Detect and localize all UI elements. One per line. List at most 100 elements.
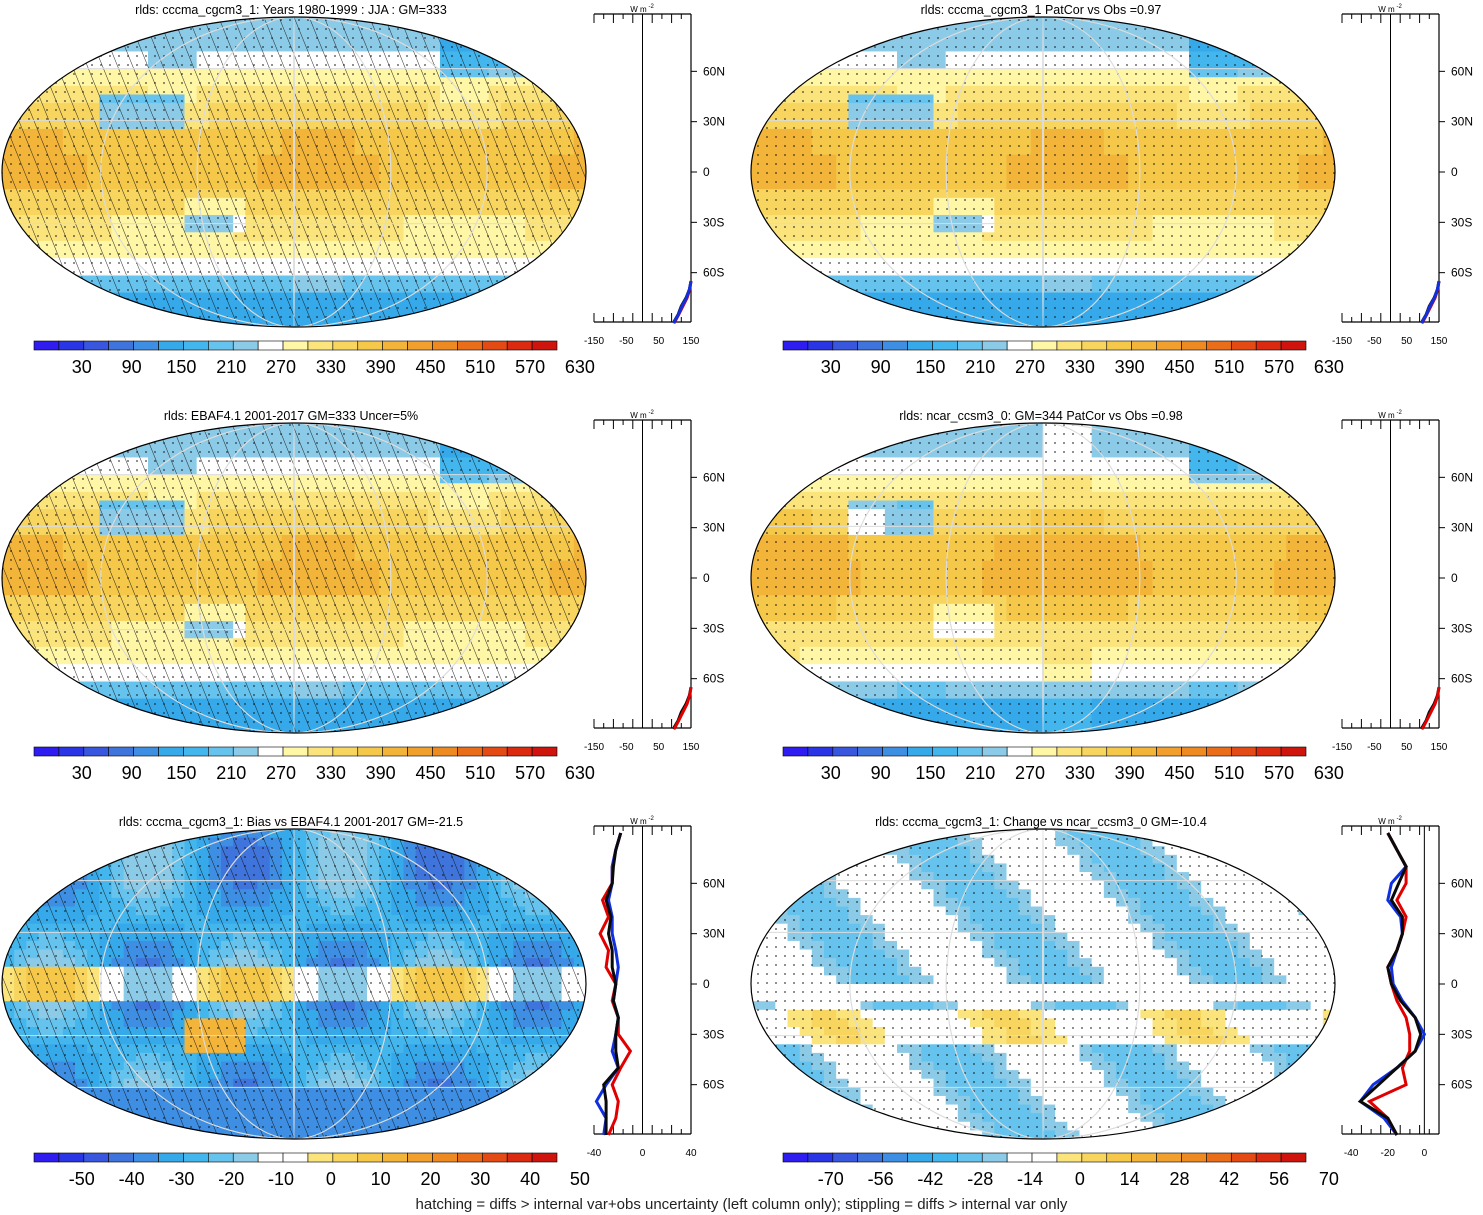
profile-xtick-label: 40 [685,1148,697,1159]
colorbar-label: 30 [821,763,841,783]
colorbar-label: 14 [1120,1169,1140,1189]
lat-label: 30S [703,1027,724,1041]
colorbar-swatch [1006,1152,1033,1163]
svg-text:W m: W m [630,5,647,14]
colorbar-label: 270 [266,357,296,377]
colorbar-label: -20 [218,1169,244,1189]
colorbar-label: 210 [216,357,246,377]
lat-label: 30N [703,927,725,941]
lat-label: 60S [703,672,724,686]
colorbar-swatch [981,1152,1008,1163]
footnote: hatching = diffs > internal var+obs unce… [415,1196,1068,1213]
profile-xtick-label: -20 [1381,1148,1396,1159]
map-title: rlds: cccma_cgcm3_1 PatCor vs Obs =0.97 [921,3,1162,17]
lat-label: 60N [1451,470,1473,484]
colorbar-swatch [882,1152,908,1163]
colorbar-label: -50 [69,1169,95,1189]
colorbar-label: 20 [420,1169,440,1189]
colorbar-label: 270 [1015,763,1045,783]
colorbar-label: 150 [915,357,945,377]
colorbar [33,1152,558,1163]
lat-label: 0 [703,571,710,585]
colorbar-swatch [957,1152,983,1163]
profile-xtick-label: -40 [587,1148,602,1159]
colorbar-swatch [1206,1152,1232,1163]
colorbar-label: 150 [166,763,196,783]
colorbar-label: 150 [166,357,196,377]
colorbar-label: 90 [871,357,891,377]
profile-xtick-label: 150 [1431,742,1448,753]
colorbar [33,340,558,351]
map-title: rlds: cccma_cgcm3_1: Change vs ncar_ccsm… [875,815,1207,829]
colorbar-label: 270 [266,763,296,783]
profile-xtick-label: 150 [683,742,700,753]
lat-label: 30N [703,521,725,535]
colorbar-label: -40 [119,1169,145,1189]
colorbar-swatch [1280,1152,1307,1163]
lat-label: 30S [1451,621,1472,635]
colorbar-label: -30 [168,1169,194,1189]
map-title: rlds: cccma_cgcm3_1: Bias vs EBAF4.1 200… [119,815,463,829]
colorbar-label: 70 [1319,1169,1339,1189]
colorbar-swatch [1056,1152,1083,1163]
profile-xtick-label: 0 [1422,1148,1428,1159]
colorbar-label: -14 [1017,1169,1043,1189]
colorbar-label: 450 [1164,763,1194,783]
colorbar-swatch [1106,1152,1132,1163]
colorbar-swatch [1156,1152,1182,1163]
colorbar-label: 30 [470,1169,490,1189]
map-field [2,829,586,1139]
lat-label: 30S [1451,1027,1472,1041]
profile-xtick-label: -50 [619,336,634,347]
colorbar-swatch [907,1152,933,1163]
map-title: rlds: cccma_cgcm3_1: Years 1980-1999 : J… [135,3,447,17]
colorbar-label: 390 [1115,357,1145,377]
lat-label: 60N [703,64,725,78]
colorbar-label: 510 [1214,763,1244,783]
colorbar [33,746,558,757]
svg-text:-2: -2 [1397,4,1403,10]
profile-series-line [672,280,693,324]
lat-label: 30N [1451,115,1473,129]
colorbar-label: 210 [216,763,246,783]
colorbar [782,1152,1307,1163]
lat-label: 60S [1451,1078,1472,1092]
colorbar-label: 330 [1065,763,1095,783]
lat-label: 30N [1451,927,1473,941]
colorbar-label: 330 [316,763,346,783]
profile-series-line [672,686,693,730]
profile-xtick-label: -150 [1332,336,1352,347]
profile-series-line [1420,686,1441,730]
colorbar-label: -56 [868,1169,894,1189]
colorbar-label: -70 [818,1169,844,1189]
colorbar-label: 0 [1075,1169,1085,1189]
lat-label: 60N [1451,876,1473,890]
colorbar-swatch [531,746,558,757]
profile-series-line [602,832,623,1135]
colorbar-swatch [1280,340,1307,351]
colorbar-label: 56 [1269,1169,1289,1189]
lat-label: 60N [1451,64,1473,78]
colorbar-swatch [1255,1152,1282,1163]
profile-xtick-label: 150 [683,336,700,347]
svg-text:-2: -2 [649,4,655,10]
colorbar-swatch [832,1152,859,1163]
profile-xtick-label: -50 [619,742,634,753]
colorbar-label: 390 [1115,763,1145,783]
lat-label: 60N [703,470,725,484]
lat-label: 0 [1451,977,1458,991]
colorbar-label: 28 [1169,1169,1189,1189]
colorbar-label: 10 [371,1169,391,1189]
profile-series-line [1357,832,1423,1136]
colorbar-label: 390 [366,763,396,783]
colorbar-label: 450 [415,357,445,377]
